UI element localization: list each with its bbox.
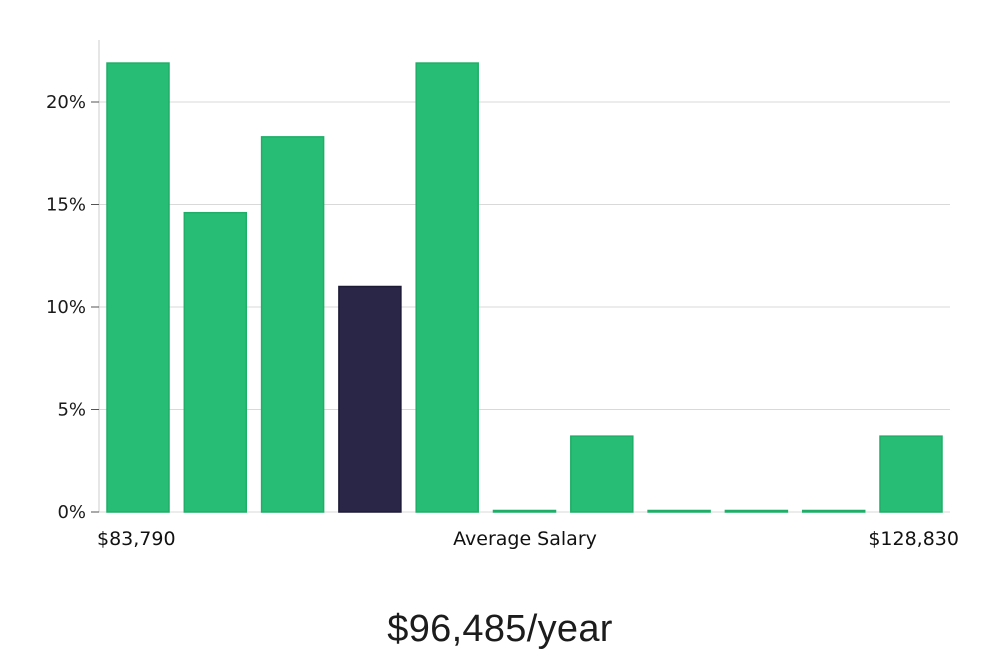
y-tick-label: 0% xyxy=(57,502,86,523)
bar xyxy=(415,62,479,513)
y-tick-label: 10% xyxy=(46,297,86,318)
y-tick-label: 15% xyxy=(46,195,86,216)
y-tick-label: 5% xyxy=(57,400,86,421)
bar xyxy=(492,509,557,513)
bar xyxy=(183,211,248,513)
average-salary-headline: $96,485/year xyxy=(387,608,613,650)
bar xyxy=(570,435,634,513)
bar xyxy=(879,435,943,513)
salary-histogram: 0% 5% 10% 15% 20% xyxy=(46,40,950,523)
x-axis-title: Average Salary xyxy=(453,528,597,550)
bar xyxy=(260,136,325,513)
bar-highlighted xyxy=(338,285,402,513)
bars xyxy=(106,62,943,513)
bar xyxy=(724,509,789,513)
bar xyxy=(801,509,866,513)
y-tick-labels: 0% 5% 10% 15% 20% xyxy=(46,92,99,523)
bar xyxy=(106,62,170,513)
y-tick-label: 20% xyxy=(46,92,86,113)
bar xyxy=(647,509,711,513)
x-max-label: $128,830 xyxy=(868,528,959,550)
x-min-label: $83,790 xyxy=(97,528,176,550)
